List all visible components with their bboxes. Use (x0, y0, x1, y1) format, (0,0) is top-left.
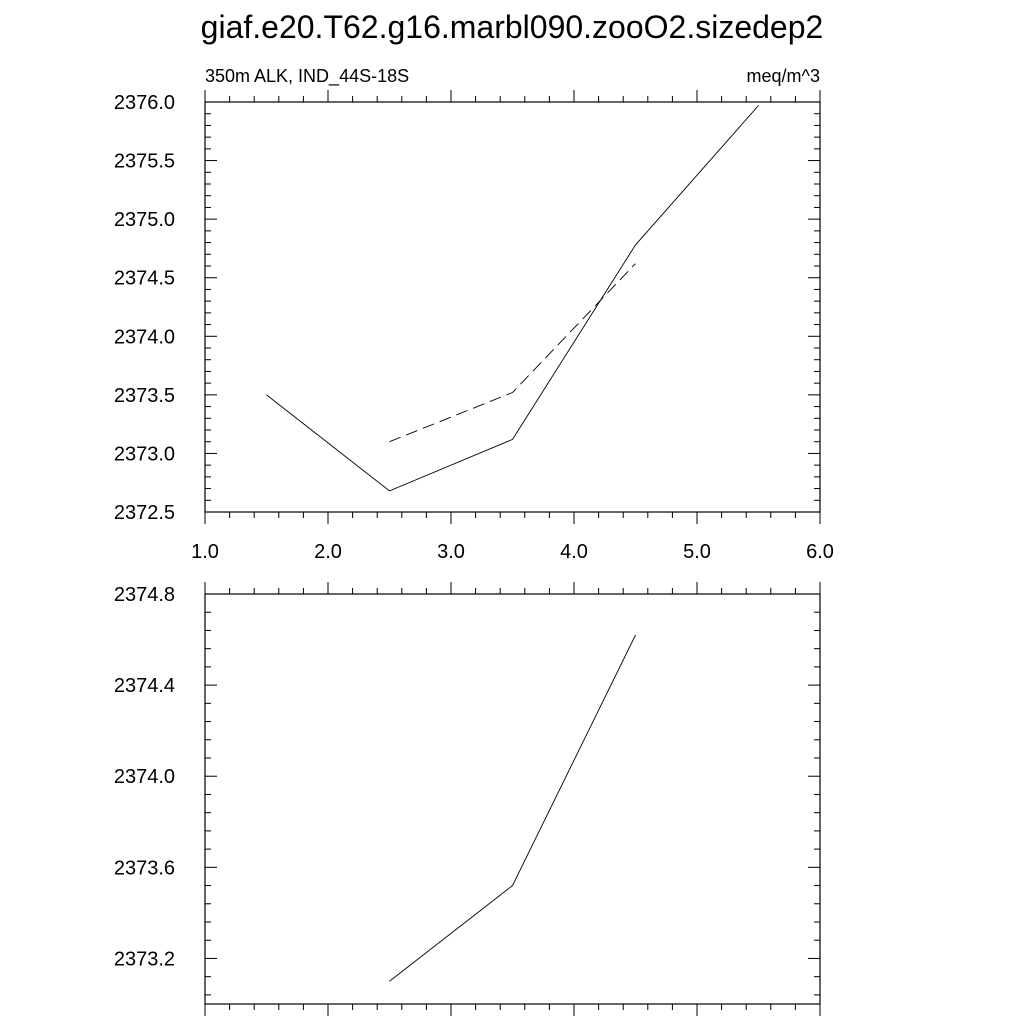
top-panel-x-tick-label: 1.0 (191, 541, 219, 563)
figure-title: giaf.e20.T62.g16.marbl090.zooO2.sizedep2 (201, 9, 824, 45)
top-panel-y-tick-label: 2376.0 (114, 92, 175, 114)
top-panel-y-tick-label: 2374.0 (114, 326, 175, 348)
bottom-panel-y-tick-label: 2374.0 (114, 766, 175, 788)
top-panel-x-tick-label: 6.0 (806, 541, 834, 563)
top-panel-y-tick-label: 2374.5 (114, 268, 175, 290)
top-panel-x-tick-label: 5.0 (683, 541, 711, 563)
bottom-panel-ticks (204, 582, 821, 1016)
top-panel-series-dashed-line (389, 263, 636, 443)
top-panel-y-tick-label: 2375.5 (114, 151, 175, 173)
bottom-panel-y-tick-label: 2373.2 (114, 948, 175, 970)
bottom-panel-y-tick-label: 2373.6 (114, 857, 175, 879)
top-panel-tick-labels: 1.0 2.0 3.0 4.0 5.0 6.0 2372.5 2373.0 2373.5 2374… (114, 92, 834, 563)
bottom-panel-y-tick-label: 2374.8 (114, 584, 175, 606)
bottom-panel-series (389, 634, 636, 982)
top-panel-y-tick-label: 2373.0 (114, 443, 175, 465)
bottom-panel: 2373.2 2373.6 2374.0 2374.4 2374.8 (114, 582, 821, 1016)
top-panel-ticks (204, 90, 821, 524)
bottom-panel-y-tick-label: 2374.4 (114, 675, 175, 697)
top-panel-x-tick-label: 3.0 (437, 541, 465, 563)
top-panel-variable-label: 350m ALK, IND_44S-18S (205, 66, 409, 87)
top-panel-x-tick-label: 4.0 (560, 541, 588, 563)
top-panel-y-tick-label: 2372.5 (114, 502, 175, 524)
top-panel-series-solid-line (266, 105, 759, 492)
bottom-panel-series-solid-line (389, 634, 636, 982)
top-panel-x-tick-label: 2.0 (314, 541, 342, 563)
bottom-panel-frame (204, 593, 821, 1005)
top-panel: 350m ALK, IND_44S-18S meq/m^3 1.0 2.0 3.0 4… (114, 66, 834, 563)
top-panel-frame (204, 101, 821, 513)
top-panel-y-tick-label: 2375.0 (114, 209, 175, 231)
top-panel-y-tick-label: 2373.5 (114, 385, 175, 407)
bottom-panel-tick-labels: 2373.2 2373.6 2374.0 2374.4 2374.8 (114, 584, 175, 970)
top-panel-units-label: meq/m^3 (747, 66, 820, 86)
top-panel-series (266, 105, 759, 492)
